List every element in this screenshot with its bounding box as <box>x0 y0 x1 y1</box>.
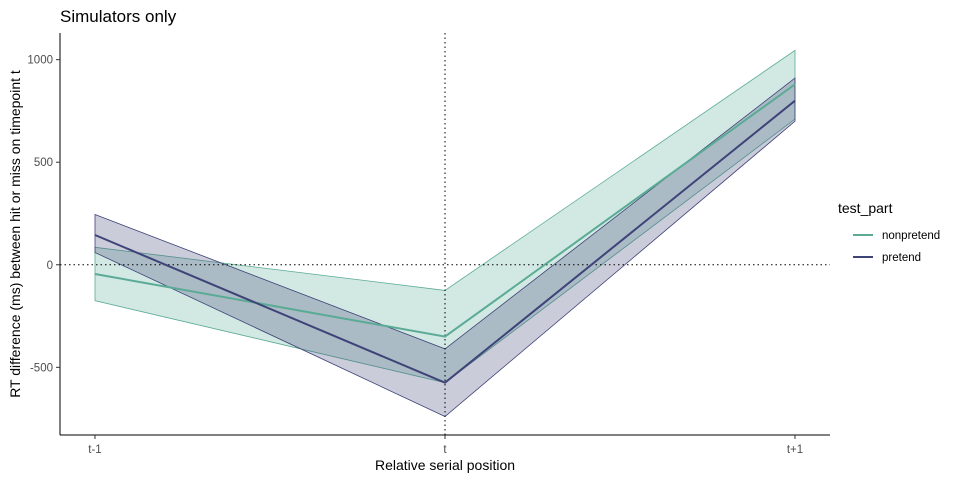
y-tick-label: -500 <box>30 362 53 374</box>
y-axis-title: RT difference (ms) between hit or miss o… <box>7 70 23 398</box>
band-nonpretend <box>94 49 796 384</box>
y-tick-label: 0 <box>47 260 53 272</box>
x-axis-title: Relative serial position <box>375 457 515 473</box>
y-axis-ticks: -500 0 500 1000 <box>27 55 60 374</box>
line-pretend <box>94 99 796 384</box>
y-tick-label: 1000 <box>27 55 53 67</box>
chart-title: Simulators only <box>60 7 177 26</box>
line-nonpretend <box>94 83 796 338</box>
series-lines <box>94 83 796 384</box>
x-tick-label: t-1 <box>88 444 101 456</box>
legend: test_part nonpretend pretend <box>838 200 940 264</box>
y-tick-label: 500 <box>34 157 53 169</box>
legend-title: test_part <box>838 200 893 216</box>
x-tick-label: t+1 <box>787 444 803 456</box>
legend-label-nonpretend: nonpretend <box>882 230 940 242</box>
legend-label-pretend: pretend <box>882 252 921 264</box>
x-axis-ticks: t-1 t t+1 <box>88 435 803 456</box>
x-tick-label: t <box>443 444 447 456</box>
